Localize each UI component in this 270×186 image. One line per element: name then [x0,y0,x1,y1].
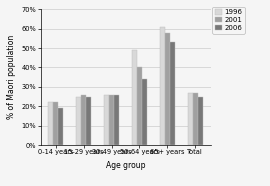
Bar [76,97,81,145]
X-axis label: Age group: Age group [106,161,145,170]
Bar [53,102,58,145]
Bar [86,97,91,145]
Bar [193,93,198,145]
Bar [137,68,142,145]
Bar [104,95,109,145]
Legend: 1996, 2001, 2006: 1996, 2001, 2006 [212,7,245,34]
Bar [170,42,175,145]
Y-axis label: % of Maori population: % of Maori population [7,35,16,119]
Bar [198,97,203,145]
Bar [188,93,193,145]
Bar [114,95,119,145]
Bar [142,79,147,145]
Bar [58,108,63,145]
Bar [165,33,170,145]
Bar [132,50,137,145]
Bar [109,95,114,145]
Bar [81,95,86,145]
Bar [160,27,165,145]
Bar [48,102,53,145]
